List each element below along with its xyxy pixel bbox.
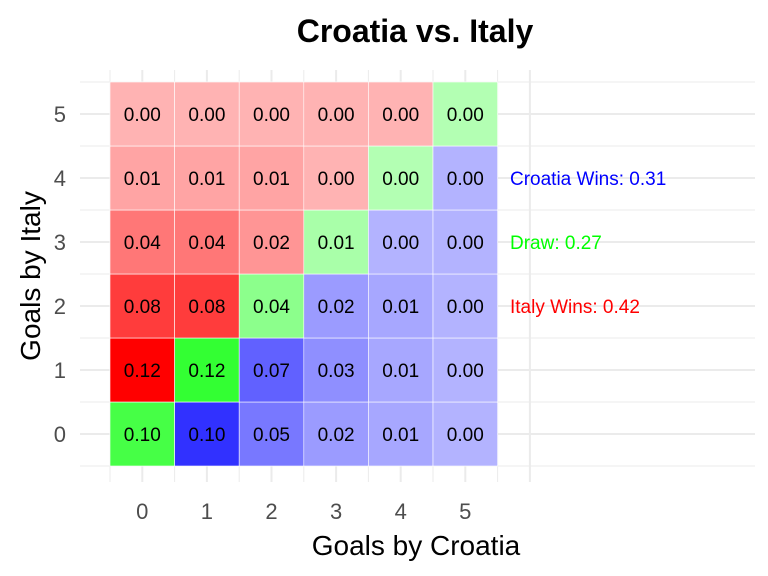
cell-value-label: 0.02 bbox=[318, 297, 355, 318]
x-tick-label: 2 bbox=[265, 499, 277, 524]
heatmap-cell bbox=[174, 145, 240, 211]
heatmap-cell bbox=[174, 209, 240, 275]
cell-value-label: 0.00 bbox=[318, 169, 355, 190]
x-tick-label: 0 bbox=[136, 499, 148, 524]
heatmap-cell bbox=[109, 273, 175, 339]
x-tick-label: 1 bbox=[201, 499, 213, 524]
heatmap-cell bbox=[174, 337, 240, 403]
heatmap-cell bbox=[303, 209, 369, 275]
x-tick-label: 5 bbox=[459, 499, 471, 524]
heatmap-cell bbox=[368, 145, 434, 211]
cell-value-label: 0.00 bbox=[447, 361, 484, 382]
cell-value-label: 0.01 bbox=[382, 297, 419, 318]
chart-title: Croatia vs. Italy bbox=[297, 13, 534, 49]
x-tick-labels: 0 1 2 3 4 5 bbox=[136, 499, 471, 524]
cell-value-label: 0.00 bbox=[447, 425, 484, 446]
cell-value-label: 0.00 bbox=[188, 105, 225, 126]
cell-value-label: 0.00 bbox=[124, 105, 161, 126]
cell-value-label: 0.02 bbox=[318, 425, 355, 446]
cell-value-label: 0.08 bbox=[124, 297, 161, 318]
x-axis-title: Goals by Croatia bbox=[312, 530, 521, 561]
heatmap-cell bbox=[368, 209, 434, 275]
cell-value-label: 0.04 bbox=[124, 233, 161, 254]
y-axis-title: Goals by Italy bbox=[15, 191, 46, 361]
cell-value-label: 0.10 bbox=[188, 425, 225, 446]
cell-value-label: 0.00 bbox=[447, 233, 484, 254]
heatmap-cell bbox=[303, 401, 369, 467]
cell-value-label: 0.12 bbox=[124, 361, 161, 382]
cell-value-label: 0.01 bbox=[318, 233, 355, 254]
heatmap-cell bbox=[432, 145, 498, 211]
heatmap-cell bbox=[368, 401, 434, 467]
cell-value-label: 0.02 bbox=[253, 233, 290, 254]
heatmap-cell bbox=[238, 273, 305, 339]
outcome-annotation: Croatia Wins: 0.31 bbox=[510, 169, 666, 190]
heatmap-cell bbox=[368, 273, 434, 339]
outcome-annotations: Croatia Wins: 0.31 Draw: 0.27 Italy Wins: … bbox=[510, 169, 666, 318]
cell-value-label: 0.00 bbox=[447, 105, 484, 126]
cell-labels: 0.10 0.10 0.05 0.02 0.01 0.00 0.12 0.12 0.07 0.03… bbox=[124, 105, 484, 446]
heatmap-cell bbox=[109, 209, 175, 275]
x-tick-label: 3 bbox=[330, 499, 342, 524]
cell-value-label: 0.00 bbox=[318, 105, 355, 126]
cell-value-label: 0.05 bbox=[253, 425, 290, 446]
cell-value-label: 0.00 bbox=[382, 105, 419, 126]
cell-value-label: 0.01 bbox=[382, 361, 419, 382]
cell-value-label: 0.01 bbox=[253, 169, 290, 190]
cell-value-label: 0.01 bbox=[124, 169, 161, 190]
heatmap-cell bbox=[238, 209, 305, 275]
heatmap-cells bbox=[109, 81, 498, 467]
heatmap-cell bbox=[109, 337, 175, 403]
heatmap-cell bbox=[303, 337, 369, 403]
heatmap-cell bbox=[109, 145, 175, 211]
heatmap-cell bbox=[174, 273, 240, 339]
cell-value-label: 0.12 bbox=[188, 361, 225, 382]
heatmap-cell bbox=[432, 81, 498, 147]
y-tick-label: 5 bbox=[54, 102, 66, 127]
y-tick-label: 0 bbox=[54, 422, 66, 447]
heatmap-cell bbox=[109, 81, 175, 147]
heatmap-cell bbox=[432, 273, 498, 339]
cell-value-label: 0.04 bbox=[253, 297, 290, 318]
heatmap-cell bbox=[303, 273, 369, 339]
cell-value-label: 0.08 bbox=[188, 297, 225, 318]
cell-value-label: 0.03 bbox=[318, 361, 355, 382]
cell-value-label: 0.00 bbox=[447, 297, 484, 318]
heatmap-cell bbox=[303, 81, 369, 147]
cell-value-label: 0.00 bbox=[382, 233, 419, 254]
heatmap-cell bbox=[174, 401, 240, 467]
heatmap-cell bbox=[368, 337, 434, 403]
heatmap-cell bbox=[238, 337, 305, 403]
y-tick-label: 3 bbox=[54, 230, 66, 255]
cell-value-label: 0.00 bbox=[447, 169, 484, 190]
y-tick-label: 2 bbox=[54, 294, 66, 319]
y-tick-labels: 0 1 2 3 4 5 bbox=[54, 102, 66, 447]
heatmap-cell bbox=[432, 401, 498, 467]
cell-value-label: 0.10 bbox=[124, 425, 161, 446]
x-tick-label: 4 bbox=[395, 499, 407, 524]
cell-value-label: 0.04 bbox=[188, 233, 225, 254]
heatmap-cell bbox=[174, 81, 240, 147]
heatmap-cell bbox=[432, 337, 498, 403]
cell-value-label: 0.01 bbox=[188, 169, 225, 190]
heatmap-cell bbox=[432, 209, 498, 275]
heatmap-cell bbox=[238, 401, 305, 467]
cell-value-label: 0.07 bbox=[253, 361, 290, 382]
cell-value-label: 0.01 bbox=[382, 425, 419, 446]
outcome-annotation: Italy Wins: 0.42 bbox=[510, 297, 640, 318]
cell-value-label: 0.00 bbox=[382, 169, 419, 190]
outcome-annotation: Draw: 0.27 bbox=[510, 233, 602, 254]
y-tick-label: 4 bbox=[54, 166, 66, 191]
y-tick-label: 1 bbox=[54, 358, 66, 383]
cell-value-label: 0.00 bbox=[253, 105, 290, 126]
